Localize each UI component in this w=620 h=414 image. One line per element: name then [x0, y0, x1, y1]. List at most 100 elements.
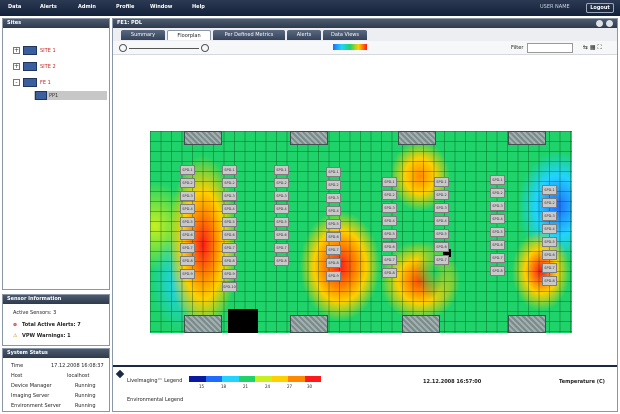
rack-unit[interactable]: SPD-1 — [222, 165, 237, 175]
rack-unit[interactable]: SPD-4 — [326, 206, 341, 216]
rack-unit[interactable]: SPD-5 — [434, 229, 449, 239]
logout-button[interactable]: Logout — [586, 3, 614, 13]
rack-unit[interactable]: SPD-4 — [490, 214, 505, 224]
menu-help[interactable]: Help — [192, 4, 205, 10]
filter-input[interactable] — [527, 43, 573, 53]
collapse-icon[interactable]: - — [13, 79, 20, 86]
tab-alerts[interactable]: Alerts — [287, 30, 321, 40]
tab-floorplan[interactable]: Floorplan — [167, 30, 211, 40]
rack-unit[interactable]: SPD-3 — [382, 203, 397, 213]
rack-unit[interactable]: SPD-3 — [326, 193, 341, 203]
rack-unit[interactable]: SPD-4 — [222, 204, 237, 214]
rack-unit[interactable]: SPD-8 — [180, 256, 195, 266]
rack-unit[interactable]: SPD-3 — [434, 203, 449, 213]
expand-icon[interactable]: + — [13, 47, 20, 54]
zoom-out-icon[interactable] — [119, 44, 127, 52]
rack-unit[interactable]: SPD-2 — [542, 198, 557, 208]
rack-unit[interactable]: SPD-8 — [222, 256, 237, 266]
site-label-1[interactable]: SITE 1 — [40, 48, 56, 54]
rack-unit[interactable]: SPD-3 — [222, 191, 237, 201]
rack-unit[interactable]: SPD-3 — [490, 201, 505, 211]
menu-profile[interactable]: Profile — [116, 4, 135, 10]
close-icon[interactable] — [606, 20, 613, 27]
rack-unit[interactable]: SPD-8 — [274, 256, 289, 266]
menu-data[interactable]: Data — [8, 4, 22, 10]
rack-unit[interactable]: SPD-7 — [490, 253, 505, 263]
rack-unit[interactable]: SPD-8 — [326, 258, 341, 268]
active-alerts[interactable]: Total Active Alerts: 7 — [22, 322, 81, 328]
rack-unit[interactable]: SPD-2 — [382, 190, 397, 200]
rack-unit[interactable]: SPD-7 — [434, 255, 449, 265]
rack-unit[interactable]: SPD-3 — [274, 191, 289, 201]
menu-alerts[interactable]: Alerts — [40, 4, 57, 10]
tab-data-views[interactable]: Data Views — [323, 30, 367, 40]
site-label-2[interactable]: SITE 2 — [40, 64, 56, 70]
floor-obstacle — [443, 249, 451, 257]
rack-unit[interactable]: SPD-9 — [180, 269, 195, 279]
rack-unit[interactable]: SPD-6 — [434, 242, 449, 252]
rack-unit[interactable]: SPD-2 — [490, 188, 505, 198]
rack-unit[interactable]: SPD-2 — [180, 178, 195, 188]
rack-unit[interactable]: SPD-4 — [434, 216, 449, 226]
zoom-slider[interactable] — [129, 48, 199, 49]
rack-unit[interactable]: SPD-10 — [222, 282, 237, 292]
rack-unit[interactable]: SPD-1 — [180, 165, 195, 175]
zoom-in-icon[interactable] — [201, 44, 209, 52]
rack-unit[interactable]: SPD-3 — [542, 211, 557, 221]
rack-unit[interactable]: SPD-5 — [274, 217, 289, 227]
rack-unit[interactable]: SPD-6 — [326, 232, 341, 242]
rack-unit[interactable]: SPD-6 — [382, 242, 397, 252]
rack-unit[interactable]: SPD-5 — [382, 229, 397, 239]
view-controls-icon[interactable]: ⇆ ▦ ⛶ — [583, 44, 602, 51]
expand-icon[interactable]: + — [13, 63, 20, 70]
menu-admin[interactable]: Admin — [78, 4, 96, 10]
rack-unit[interactable]: SPD-6 — [180, 230, 195, 240]
rack-unit[interactable]: SPD-6 — [542, 250, 557, 260]
rack-unit[interactable]: SPD-9 — [222, 269, 237, 279]
rack-unit[interactable]: SPD-1 — [542, 185, 557, 195]
floor-label[interactable]: PP1 — [49, 93, 59, 99]
rack-unit[interactable]: SPD-8 — [382, 268, 397, 278]
selected-tree-item[interactable] — [34, 91, 107, 100]
rack-unit[interactable]: SPD-7 — [382, 255, 397, 265]
rack-unit[interactable]: SPD-5 — [180, 217, 195, 227]
menu-window[interactable]: Window — [150, 4, 173, 10]
rack-unit[interactable]: SPD-6 — [274, 230, 289, 240]
rack-unit[interactable]: SPD-5 — [542, 237, 557, 247]
rack-unit[interactable]: SPD-1 — [274, 165, 289, 175]
rack-unit[interactable]: SPD-1 — [326, 167, 341, 177]
rack-unit[interactable]: SPD-7 — [222, 243, 237, 253]
rack-unit[interactable]: SPD-5 — [222, 217, 237, 227]
rack-unit[interactable]: SPD-4 — [542, 224, 557, 234]
vpw-warnings[interactable]: VPW Warnings: 1 — [22, 333, 71, 339]
rack-unit[interactable]: SPD-2 — [326, 180, 341, 190]
rack-unit[interactable]: SPD-2 — [222, 178, 237, 188]
rack-unit[interactable]: SPD-7 — [542, 263, 557, 273]
rack-unit[interactable]: SPD-9 — [326, 271, 341, 281]
rack-unit[interactable]: SPD-5 — [490, 227, 505, 237]
site-icon — [23, 62, 37, 71]
rack-unit[interactable]: SPD-6 — [222, 230, 237, 240]
rack-unit[interactable]: SPD-2 — [274, 178, 289, 188]
site-label-fe1[interactable]: FE 1 — [40, 80, 51, 86]
tab-summary[interactable]: Summary — [121, 30, 165, 40]
rack-unit[interactable]: SPD-4 — [382, 216, 397, 226]
rack-unit[interactable]: SPD-8 — [542, 276, 557, 286]
rack-unit[interactable]: SPD-2 — [434, 190, 449, 200]
rack-unit[interactable]: SPD-6 — [490, 240, 505, 250]
rack-unit[interactable]: SPD-4 — [180, 204, 195, 214]
rack-unit[interactable]: SPD-7 — [180, 243, 195, 253]
rack-unit[interactable]: SPD-7 — [326, 245, 341, 255]
rack-unit[interactable]: SPD-3 — [180, 191, 195, 201]
rack-unit[interactable]: SPD-8 — [490, 266, 505, 276]
rack-unit[interactable]: SPD-4 — [274, 204, 289, 214]
heatmap-canvas[interactable]: SPD-1 SPD-2 SPD-3 SPD-4 SPD-5 SPD-6 SPD-7 SPD-8… — [150, 131, 572, 333]
rack-unit[interactable]: SPD-5 — [326, 219, 341, 229]
rack-unit[interactable]: SPD-1 — [434, 177, 449, 187]
settings-icon[interactable] — [596, 20, 603, 27]
rack-unit[interactable]: SPD-1 — [382, 177, 397, 187]
main-title: FE1: PDL — [113, 19, 617, 28]
rack-unit[interactable]: SPD-7 — [274, 243, 289, 253]
tab-per-defined-metrics[interactable]: Per Defined Metrics — [213, 30, 285, 40]
rack-unit[interactable]: SPD-1 — [490, 175, 505, 185]
